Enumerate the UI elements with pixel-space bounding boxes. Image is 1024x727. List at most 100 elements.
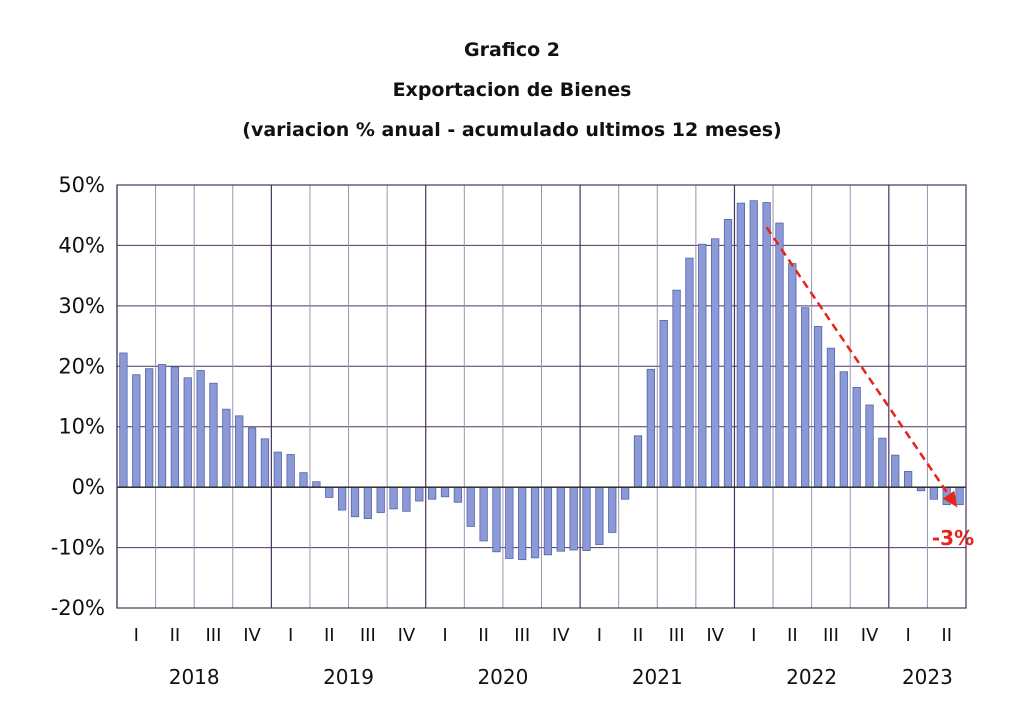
quarter-label: II [170,625,181,646]
plot-frame [116,184,967,609]
bar [865,404,874,488]
bar [196,370,205,488]
quarter-label: II [787,625,798,646]
bar [402,486,411,512]
y-tick-label: 30% [58,294,105,318]
bar [132,374,141,488]
y-tick-label: 50% [58,173,105,197]
trend-annotation: -3% [932,526,974,550]
bar [620,486,630,500]
bar [325,486,334,498]
year-label: 2021 [632,665,683,689]
bar [415,486,424,502]
year-label: 2020 [477,665,528,689]
bar [891,454,900,488]
quarter-label: IV [243,625,261,646]
quarter-label: II [324,625,335,646]
bar [929,486,938,500]
year-label: 2019 [323,665,374,689]
bar [222,408,231,488]
bar [247,427,257,488]
quarter-label: III [206,625,222,646]
bar [543,486,553,556]
quarter-label: II [478,625,489,646]
bar [659,319,668,488]
bar [582,486,591,551]
quarter-label: IV [398,625,416,646]
y-tick-label: 40% [58,233,105,257]
bar [530,486,540,559]
bar [428,486,437,500]
bar [955,486,964,506]
y-tick-label: 10% [58,415,105,439]
bar [685,257,694,488]
quarter-label: III [360,625,376,646]
bar [711,238,720,488]
quarter-label: I [751,625,756,646]
bar [839,371,848,488]
bar [209,382,218,488]
bar [775,222,784,488]
chart-title: Grafico 2 [463,39,561,61]
y-tick-label: -10% [51,536,105,560]
chart-subtitle: Exportacion de Bienes [392,79,632,101]
bar [286,454,295,488]
bar [569,486,578,551]
bar [119,352,128,488]
bar [723,219,733,488]
year-label: 2023 [902,665,953,689]
bar [376,486,385,513]
bar [145,368,154,488]
bar [878,437,887,488]
year-label: 2022 [786,665,837,689]
bar [299,472,308,488]
quarter-label: IV [552,625,570,646]
quarter-label: I [442,625,447,646]
bar [337,486,347,511]
bar [479,486,488,542]
bar [505,486,514,559]
bar [466,486,475,527]
bar [157,364,167,488]
bar [633,435,643,488]
trend-arrow-line [765,226,959,508]
quarter-label: III [669,625,685,646]
bar [492,486,501,553]
quarter-label: I [288,625,293,646]
quarter-label: III [514,625,530,646]
bar [903,471,913,488]
bar [788,263,797,488]
bar [826,347,836,488]
quarter-label: IV [861,625,879,646]
y-tick-label: 20% [58,354,105,378]
quarter-label: II [941,625,952,646]
quarter-label: III [823,625,839,646]
quarter-label: I [597,625,602,646]
bar [260,438,270,488]
bar [453,486,463,503]
bar [698,243,707,488]
bar [556,486,565,552]
quarter-label: I [905,625,910,646]
bar [235,415,244,488]
bar [608,486,617,533]
year-label: 2018 [169,665,220,689]
bar [170,366,180,488]
y-tick-label: 0% [72,475,105,499]
quarter-label: IV [706,625,724,646]
bar [595,486,604,545]
bar [312,481,321,488]
bar [440,486,450,498]
bar [389,486,398,510]
bar [801,307,810,488]
trend-arrow-head [942,490,957,508]
bar [183,377,192,488]
y-tick-label: -20% [51,596,105,620]
bar [762,202,771,488]
bar [518,486,527,561]
bar [350,486,360,518]
quarter-label: II [633,625,644,646]
bar [672,289,681,488]
bar [646,368,655,488]
